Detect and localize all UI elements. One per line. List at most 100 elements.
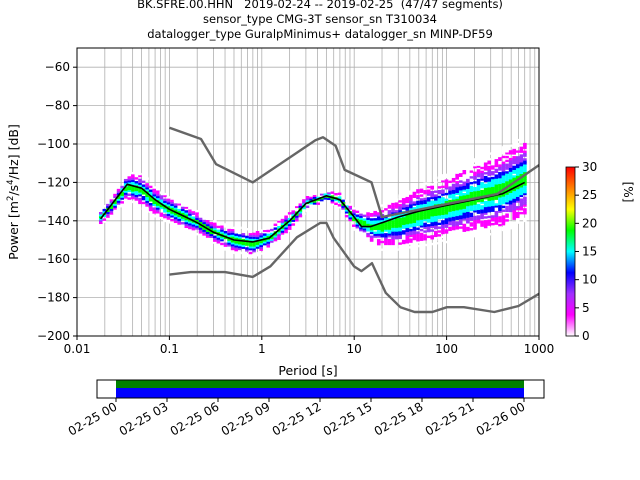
density-cell — [505, 171, 509, 174]
density-cell — [458, 164, 463, 168]
density-cell — [255, 242, 260, 245]
density-cell — [113, 195, 117, 199]
density-cell — [483, 202, 488, 206]
density-cell — [476, 178, 481, 182]
density-cell — [259, 229, 263, 232]
density-cell — [412, 218, 417, 222]
density-cell — [416, 191, 420, 194]
density-cell — [106, 200, 110, 203]
density-cell — [359, 213, 363, 216]
density-cell — [152, 192, 157, 195]
density-cell — [458, 220, 463, 224]
density-cell — [248, 238, 253, 241]
density-cell — [416, 241, 420, 244]
density-cell — [487, 167, 492, 171]
density-cell — [401, 224, 406, 227]
density-cell — [512, 192, 516, 195]
density-cell — [213, 225, 217, 229]
density-cell — [473, 194, 477, 198]
density-cell — [455, 209, 459, 213]
density-cell — [487, 200, 492, 203]
density-cell — [173, 207, 178, 210]
density-cell — [387, 231, 392, 234]
density-cell — [391, 208, 395, 211]
density-cell — [441, 189, 445, 192]
density-cell — [419, 190, 424, 193]
density-cell — [387, 202, 392, 205]
density-cell — [273, 223, 278, 226]
x-axis: 0.01 0.1 1 10 100 1000 — [64, 336, 554, 356]
density-cell — [483, 164, 488, 167]
density-cell — [412, 185, 417, 189]
density-cell — [519, 194, 524, 198]
density-cell — [280, 218, 285, 222]
density-cell — [448, 236, 452, 239]
density-cell — [448, 209, 452, 212]
density-cell — [458, 174, 463, 177]
density-cell — [515, 138, 520, 142]
density-cell — [487, 186, 492, 190]
density-cell — [426, 226, 431, 229]
density-cell — [448, 211, 452, 214]
density-cell — [501, 146, 506, 149]
density-cell — [512, 156, 516, 159]
density-cell — [366, 209, 370, 213]
density-cell — [480, 166, 484, 170]
density-cell — [213, 224, 217, 227]
density-cell — [444, 217, 449, 221]
density-cell — [123, 180, 128, 184]
density-cell — [405, 208, 410, 211]
density-cell — [430, 217, 435, 221]
density-cell — [494, 159, 499, 162]
density-cell — [116, 198, 121, 201]
density-cell — [213, 220, 217, 223]
density-cell — [512, 223, 516, 226]
density-cell — [344, 209, 349, 212]
density-cell — [262, 242, 267, 246]
density-cell — [116, 192, 121, 196]
density-cell — [202, 229, 206, 232]
density-cell — [487, 171, 492, 174]
density-cell — [505, 159, 509, 163]
density-cell — [405, 212, 410, 215]
density-cell — [184, 214, 189, 217]
density-cell — [376, 233, 381, 236]
density-cell — [327, 197, 331, 201]
density-cell — [116, 190, 121, 194]
density-cell — [387, 233, 392, 236]
density-cell — [287, 227, 292, 230]
density-cell — [284, 225, 288, 228]
density-cell — [220, 229, 224, 232]
density-cell — [494, 168, 499, 172]
density-cell — [391, 248, 395, 251]
density-cell — [177, 208, 181, 212]
density-cell — [441, 222, 445, 225]
density-cell — [230, 232, 235, 235]
density-cell — [458, 189, 463, 193]
density-cell — [512, 196, 516, 199]
density-cell — [458, 214, 463, 218]
density-cell — [441, 216, 445, 219]
density-cell — [287, 221, 292, 225]
density-cell — [327, 193, 331, 197]
density-cell — [330, 191, 335, 194]
density-cell — [405, 219, 410, 223]
density-cell — [483, 166, 488, 169]
density-cell — [448, 228, 452, 232]
density-cell — [498, 223, 502, 227]
density-cell — [412, 232, 417, 235]
density-cell — [266, 233, 271, 237]
density-cell — [430, 242, 435, 246]
density-cell — [273, 240, 278, 244]
density-cell — [177, 210, 181, 214]
density-cell — [106, 203, 110, 207]
density-cell — [152, 209, 157, 212]
density-cell — [487, 165, 492, 169]
density-cell — [387, 221, 392, 225]
density-cell — [401, 222, 406, 225]
density-cell — [330, 199, 335, 202]
density-cell — [380, 233, 385, 236]
density-cell — [448, 199, 452, 203]
density-cell — [462, 210, 467, 213]
density-cell — [113, 211, 117, 214]
